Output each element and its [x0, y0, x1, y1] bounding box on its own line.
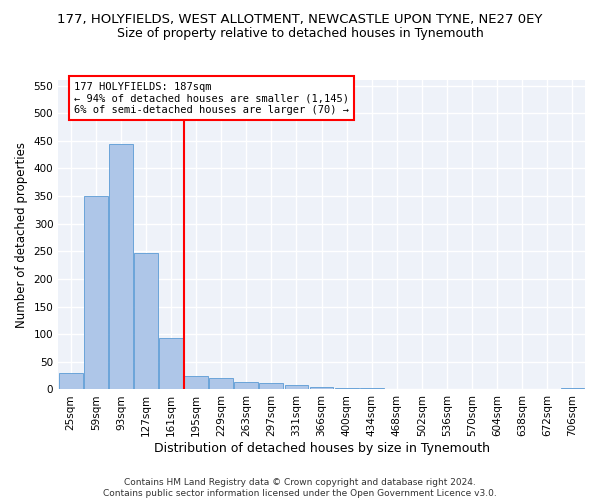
Bar [284, 385, 308, 390]
Bar [159, 338, 183, 390]
Text: 177 HOLYFIELDS: 187sqm
← 94% of detached houses are smaller (1,145)
6% of semi-d: 177 HOLYFIELDS: 187sqm ← 94% of detached… [74, 82, 349, 114]
Bar [360, 388, 383, 390]
Text: 177, HOLYFIELDS, WEST ALLOTMENT, NEWCASTLE UPON TYNE, NE27 0EY: 177, HOLYFIELDS, WEST ALLOTMENT, NEWCAST… [58, 12, 542, 26]
Bar [560, 388, 584, 390]
Bar [209, 378, 233, 390]
Bar [235, 382, 258, 390]
Bar [59, 373, 83, 390]
Text: Contains HM Land Registry data © Crown copyright and database right 2024.
Contai: Contains HM Land Registry data © Crown c… [103, 478, 497, 498]
Bar [335, 388, 359, 390]
Bar [259, 384, 283, 390]
Bar [184, 376, 208, 390]
Bar [109, 144, 133, 390]
X-axis label: Distribution of detached houses by size in Tynemouth: Distribution of detached houses by size … [154, 442, 490, 455]
Bar [134, 253, 158, 390]
Y-axis label: Number of detached properties: Number of detached properties [15, 142, 28, 328]
Bar [310, 386, 334, 390]
Bar [84, 196, 108, 390]
Text: Size of property relative to detached houses in Tynemouth: Size of property relative to detached ho… [116, 28, 484, 40]
